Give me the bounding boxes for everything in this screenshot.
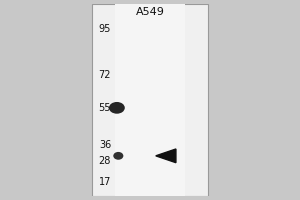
- Text: 17: 17: [99, 177, 111, 187]
- Bar: [92, 4, 208, 196]
- Polygon shape: [156, 149, 176, 163]
- Text: 72: 72: [99, 70, 111, 80]
- Text: 95: 95: [99, 24, 111, 34]
- Ellipse shape: [109, 102, 125, 114]
- Text: A549: A549: [136, 7, 164, 17]
- Text: 36: 36: [99, 140, 111, 150]
- Text: 55: 55: [99, 103, 111, 113]
- Ellipse shape: [113, 152, 123, 160]
- Text: 28: 28: [99, 156, 111, 166]
- Bar: [116, 4, 184, 196]
